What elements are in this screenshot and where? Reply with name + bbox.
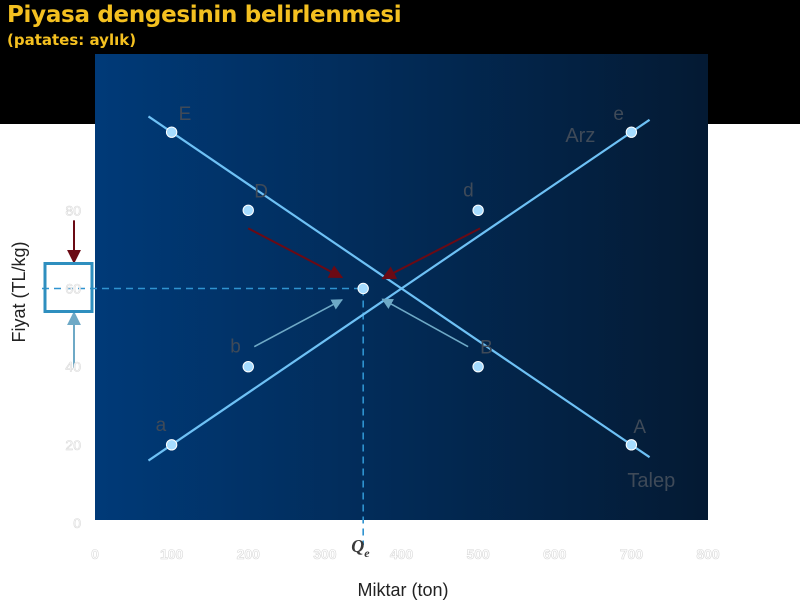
- supply-point-d: [472, 204, 484, 217]
- x-axis-label: Miktar (ton): [357, 580, 448, 600]
- point-label-B: B: [480, 338, 493, 359]
- shortage-arrow-supply: [253, 299, 344, 348]
- demand-point-B: [472, 360, 484, 373]
- y-tick-80: 80: [65, 202, 81, 218]
- supply-point-a: [165, 439, 178, 451]
- demand-point-E: [165, 126, 178, 138]
- slide-subtitle: (patates: aylık): [7, 31, 137, 49]
- x-tick-qe-subscript: e: [364, 546, 370, 560]
- demand-curve: [147, 115, 651, 459]
- plot-area: [95, 54, 708, 520]
- y-tick-100: 100: [57, 124, 81, 141]
- y-tick-20: 20: [65, 437, 81, 453]
- x-tick-0: 0: [91, 546, 99, 562]
- equilibrium-price-box: [43, 262, 94, 313]
- supply-point-e: [625, 126, 638, 138]
- supply-curve: [147, 118, 651, 462]
- shortage-arrow-demand: [381, 298, 469, 348]
- x-tick-qe: Qe: [351, 536, 370, 560]
- point-label-D: D: [254, 181, 268, 202]
- y-tick-0: 0: [73, 515, 81, 531]
- demand-point-A: [625, 439, 638, 451]
- point-label-E: E: [179, 104, 192, 125]
- point-label-A: A: [633, 417, 646, 438]
- surplus-arrow-demand: [247, 227, 344, 279]
- x-tick-400: 400: [390, 546, 414, 562]
- point-label-d: d: [463, 180, 474, 201]
- slide-title: Piyasa dengesinin belirlenmesi: [7, 2, 402, 28]
- demand-curve-label: Talep: [627, 470, 675, 492]
- x-tick-300: 300: [313, 546, 337, 562]
- y-tick-40: 40: [65, 359, 81, 375]
- point-label-e: e: [613, 104, 624, 125]
- supply-point-b: [242, 360, 254, 373]
- point-label-a: a: [156, 415, 167, 436]
- x-tick-500: 500: [466, 546, 490, 562]
- supply-curve-label: Arz: [565, 125, 595, 147]
- x-tick-100: 100: [160, 546, 184, 562]
- surplus-arrow-supply: [381, 227, 481, 280]
- equilibrium-point: [357, 282, 369, 295]
- point-label-b: b: [230, 337, 241, 358]
- x-tick-700: 700: [620, 546, 644, 562]
- x-tick-200: 200: [237, 546, 261, 562]
- demand-point-D: [242, 204, 254, 217]
- y-tick-60: 60: [65, 281, 81, 297]
- y-axis-label: Fiyat (TL/kg): [9, 241, 29, 342]
- x-tick-600: 600: [543, 546, 567, 562]
- x-tick-800: 800: [696, 546, 720, 562]
